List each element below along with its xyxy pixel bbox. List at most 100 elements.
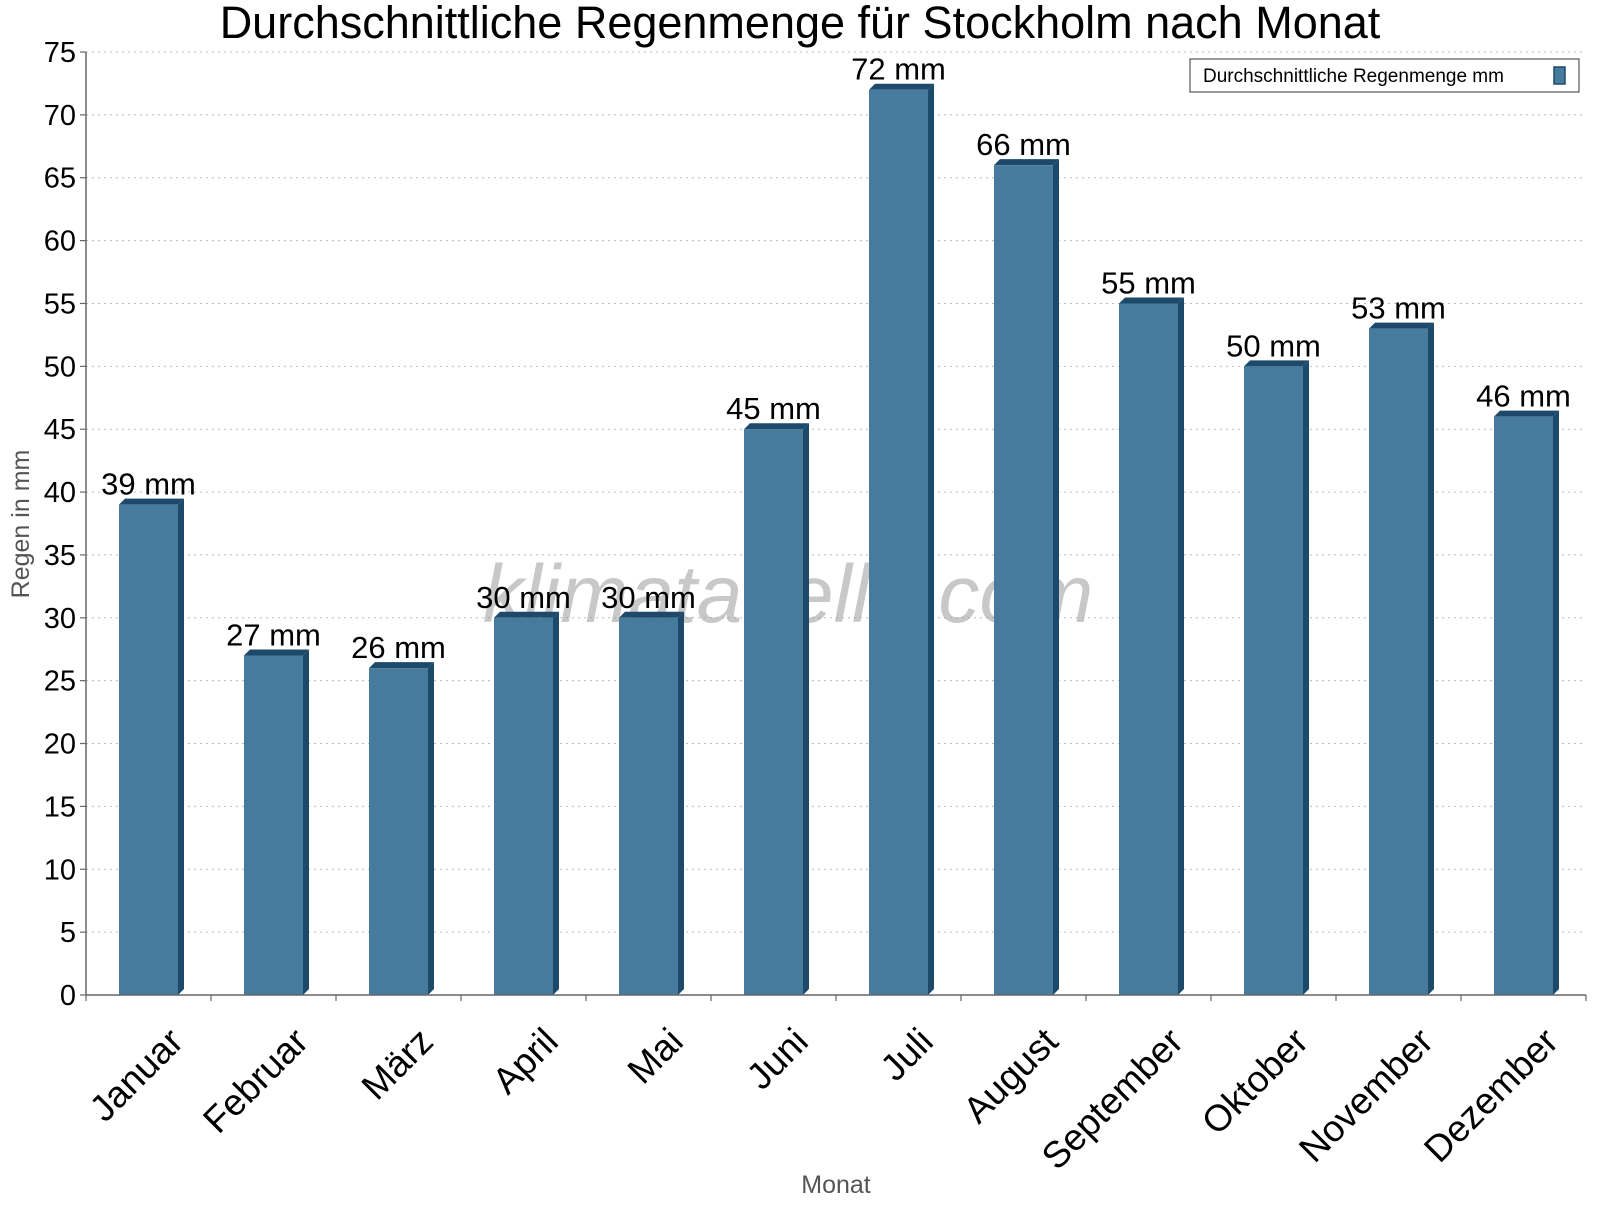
y-tick-label: 60 [44, 226, 76, 258]
bar-side [428, 662, 434, 995]
bar-top [494, 611, 559, 618]
x-tick-label: Oktober [1194, 1020, 1316, 1142]
y-tick-label: 50 [44, 351, 76, 383]
y-tick-label: 70 [44, 100, 76, 132]
bar-side [1553, 410, 1559, 995]
bar-front [244, 655, 303, 995]
bar-front [1494, 416, 1553, 995]
bar-side [1428, 322, 1434, 995]
y-tick-label: 25 [44, 666, 76, 698]
x-tick-label: März [354, 1020, 441, 1107]
bar-front [1369, 328, 1428, 995]
data-label: 45 mm [726, 391, 821, 426]
bar-side [1053, 159, 1059, 995]
data-label: 50 mm [1226, 328, 1321, 363]
bars [119, 83, 1559, 996]
y-axis-title: Regen in mm [7, 450, 35, 599]
data-label: 27 mm [226, 618, 321, 653]
bar-oktober[interactable] [1244, 360, 1309, 995]
gridlines [86, 51, 1586, 933]
data-labels: 39 mm 27 mm 26 mm 30 mm 30 mm 45 mm 72 mm 66 mm… [101, 52, 1571, 665]
data-label: 46 mm [1476, 379, 1571, 414]
data-label: 30 mm [476, 580, 571, 615]
bar-top [869, 83, 934, 90]
x-tick-label: Mai [620, 1020, 691, 1091]
bar-juli[interactable] [869, 83, 934, 996]
bar-top [1244, 360, 1309, 367]
x-tick-label: November [1291, 1020, 1441, 1170]
legend[interactable]: Durchschnittliche Regenmenge mm [1189, 58, 1580, 93]
bar-top [744, 423, 809, 430]
bar-august[interactable] [994, 159, 1059, 995]
bar-front [119, 504, 178, 995]
x-tick-label: April [484, 1020, 565, 1101]
bar-mai[interactable] [619, 611, 684, 995]
data-label: 53 mm [1351, 291, 1446, 326]
y-tick-label: 10 [44, 854, 76, 886]
bar-front [744, 429, 803, 995]
x-tick-label: Dezember [1416, 1020, 1566, 1170]
bar-top [619, 611, 684, 618]
bar-side [178, 498, 184, 995]
x-axis-title: Monat [801, 1171, 871, 1199]
bar-april[interactable] [494, 611, 559, 995]
bar-side [803, 423, 809, 995]
bar-front [369, 668, 428, 995]
y-tick-label: 15 [44, 791, 76, 823]
data-label: 39 mm [101, 467, 196, 502]
bar-front [994, 165, 1053, 995]
bar-januar[interactable] [119, 498, 184, 995]
y-tick-label: 0 [60, 980, 76, 1012]
legend-swatch [1553, 66, 1566, 85]
bar-november[interactable] [1369, 322, 1434, 995]
y-tick-label: 30 [44, 603, 76, 635]
bar-side [1303, 360, 1309, 995]
x-tick-label: Februar [195, 1020, 316, 1141]
bar-top [119, 498, 184, 505]
bar-februar[interactable] [244, 649, 309, 995]
axes [85, 52, 1586, 996]
bar-september[interactable] [1119, 297, 1184, 995]
bar-side [303, 649, 309, 995]
bar-front [619, 617, 678, 995]
data-label: 55 mm [1101, 265, 1196, 300]
y-tick-label: 65 [44, 163, 76, 195]
bar-side [1178, 297, 1184, 995]
x-tick-label: Juni [739, 1020, 816, 1097]
data-label: 66 mm [976, 127, 1071, 162]
bar-side [928, 83, 934, 996]
bar-dezember[interactable] [1494, 410, 1559, 995]
x-tick-label: August [955, 1020, 1066, 1131]
data-label: 26 mm [351, 630, 446, 665]
bar-top [994, 159, 1059, 166]
y-ticks: 0 5 10 15 20 25 30 35 40 45 50 55 60 65 70 75 [44, 37, 86, 1012]
bar-top [1494, 410, 1559, 417]
x-tick-label: Januar [82, 1020, 191, 1129]
y-tick-label: 20 [44, 729, 76, 761]
bar-top [369, 662, 434, 669]
legend-label: Durchschnittliche Regenmenge mm [1203, 66, 1504, 87]
bar-top [1119, 297, 1184, 304]
y-tick-label: 75 [44, 37, 76, 69]
bar-top [1369, 322, 1434, 329]
y-tick-label: 45 [44, 414, 76, 446]
bar-front [1119, 303, 1178, 995]
x-ticks: Januar Februar März April Mai Juni Juli AugustS… [82, 995, 1587, 1177]
bar-front [869, 89, 928, 996]
y-tick-label: 40 [44, 477, 76, 509]
chart-title: Durchschnittliche Regenmenge für Stockho… [220, 0, 1381, 48]
x-tick-label: Juli [873, 1020, 941, 1088]
bar-side [553, 611, 559, 995]
bar-top [244, 649, 309, 656]
bar-front [494, 617, 553, 995]
bar-front [1244, 366, 1303, 995]
data-label: 30 mm [601, 580, 696, 615]
y-tick-label: 35 [44, 540, 76, 572]
y-tick-label: 5 [60, 917, 76, 949]
y-tick-label: 55 [44, 288, 76, 320]
legend-box [1189, 58, 1580, 93]
bar-juni[interactable] [744, 423, 809, 995]
bar-märz[interactable] [369, 662, 434, 995]
